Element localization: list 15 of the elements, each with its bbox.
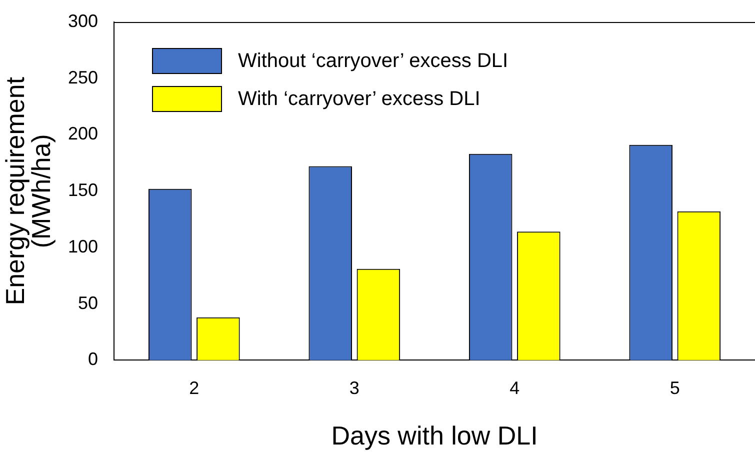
- y-axis-title: Energy requirement (MWh/ha): [0, 76, 56, 306]
- x-tick-label: 2: [189, 378, 200, 398]
- legend-label: With ‘carryover’ excess DLI: [238, 88, 480, 110]
- y-tick-label: 0: [88, 349, 98, 370]
- y-tick-label: 200: [68, 124, 98, 144]
- y-tick-label: 300: [68, 10, 98, 31]
- y-tick-label: 50: [78, 292, 98, 313]
- legend-label: Without ‘carryover’ excess DLI: [238, 50, 508, 72]
- x-tick-label: 3: [349, 378, 360, 398]
- y-tick-label: 150: [68, 180, 98, 200]
- y-tick-label: 100: [68, 236, 98, 256]
- x-tick-label: 5: [670, 378, 680, 398]
- y-tick-label: 250: [68, 67, 98, 88]
- x-tick-label: 4: [510, 378, 520, 398]
- x-axis-title: Days with low DLI: [331, 420, 538, 451]
